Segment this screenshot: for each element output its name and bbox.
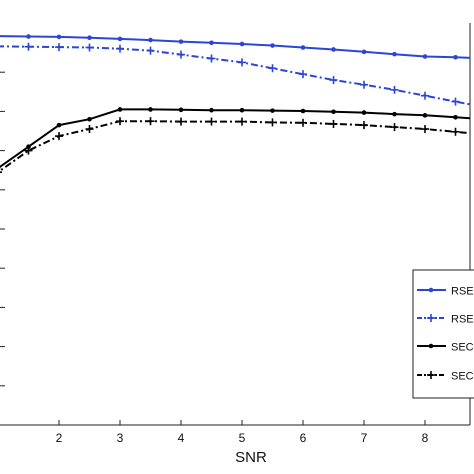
data-point <box>178 39 184 44</box>
data-point <box>238 117 246 126</box>
data-point <box>177 117 185 126</box>
data-point <box>390 123 399 132</box>
data-point <box>85 125 94 134</box>
data-point <box>85 43 94 52</box>
data-point <box>270 43 275 48</box>
data-point <box>299 118 307 127</box>
data-point <box>55 43 63 52</box>
data-point <box>451 97 460 106</box>
data-point <box>209 107 214 113</box>
data-point <box>361 49 367 55</box>
data-point <box>146 117 155 126</box>
data-point <box>26 34 31 39</box>
data-point <box>451 127 460 136</box>
legend-item: RSEC <box>417 286 474 298</box>
legend-label: RSEC <box>451 314 474 326</box>
data-point <box>239 107 245 113</box>
data-point <box>148 107 153 112</box>
series-2 <box>0 42 470 106</box>
data-point <box>270 108 275 113</box>
data-point <box>422 54 428 59</box>
data-point <box>329 76 338 85</box>
data-point <box>390 85 399 94</box>
data-point <box>209 40 214 46</box>
axes: 2 3 4 5 6 7 8 <box>0 23 471 445</box>
data-point <box>428 343 434 349</box>
data-point <box>300 45 306 50</box>
legend-item: SEC <box>417 371 474 383</box>
series-1 <box>0 34 470 60</box>
data-point <box>427 314 435 322</box>
series-layer <box>0 34 470 173</box>
data-point <box>392 51 397 57</box>
x-tick-label: 8 <box>422 431 429 445</box>
data-point <box>117 36 123 42</box>
data-point <box>453 55 458 60</box>
data-point <box>360 80 368 89</box>
legend-item: RSEC <box>417 314 474 326</box>
data-point <box>87 35 92 41</box>
data-point <box>453 114 458 120</box>
data-point <box>427 371 435 379</box>
data-point <box>239 41 245 47</box>
data-point <box>299 70 307 79</box>
data-point <box>55 132 63 141</box>
data-point <box>0 45 2 48</box>
x-tick-label: 6 <box>300 431 307 445</box>
x-tick-label: 5 <box>239 431 246 445</box>
x-tick-label: 7 <box>361 431 368 445</box>
data-point <box>428 287 434 293</box>
x-tick-label: 2 <box>56 431 63 445</box>
data-point <box>331 109 336 115</box>
data-point <box>361 110 367 115</box>
data-point <box>268 118 277 127</box>
x-tick-label: 4 <box>178 431 185 445</box>
x-tick-label: 3 <box>117 431 124 445</box>
series-4 <box>0 117 470 173</box>
data-point <box>392 111 397 117</box>
data-point <box>116 44 124 53</box>
data-point <box>331 47 336 52</box>
data-point <box>268 64 277 73</box>
data-point <box>300 108 306 114</box>
data-point <box>87 116 92 122</box>
data-point <box>177 50 185 59</box>
data-point <box>422 113 428 118</box>
x-axis-label: SNR <box>235 449 267 466</box>
data-point <box>207 54 216 63</box>
legend-box <box>412 269 474 399</box>
data-point <box>207 117 216 126</box>
data-point <box>329 119 338 128</box>
legend: RSEC RSEC SEC SEC <box>412 269 474 399</box>
data-point <box>24 42 33 51</box>
data-point <box>116 117 124 126</box>
data-point <box>56 122 62 128</box>
data-point <box>421 125 429 134</box>
data-point <box>56 34 62 40</box>
legend-label: RSEC <box>451 286 474 298</box>
data-point <box>117 107 123 112</box>
data-point <box>0 171 2 173</box>
legend-label: SEC <box>451 342 474 354</box>
data-point <box>148 37 153 43</box>
data-point <box>360 121 368 130</box>
data-point <box>421 91 429 100</box>
data-point <box>24 146 33 155</box>
data-point <box>238 58 246 67</box>
legend-item: SEC <box>417 342 474 354</box>
data-point <box>146 46 155 55</box>
data-point <box>178 107 184 113</box>
legend-label: SEC <box>451 371 474 383</box>
